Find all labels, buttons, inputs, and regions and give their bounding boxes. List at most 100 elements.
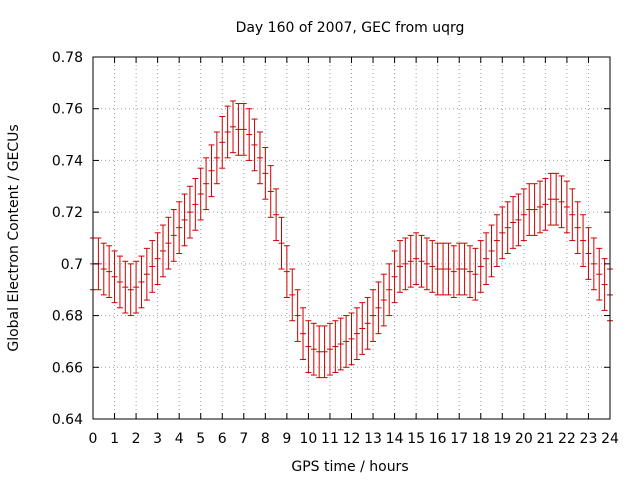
data-point xyxy=(246,108,253,161)
x-tick-label: 18 xyxy=(472,431,490,447)
y-tick-label: 0.76 xyxy=(52,102,83,118)
data-point xyxy=(407,234,414,288)
data-point xyxy=(504,201,511,255)
data-point xyxy=(477,240,484,293)
data-point xyxy=(283,245,290,298)
data-point xyxy=(176,201,183,255)
data-point xyxy=(547,172,554,226)
y-tick-label: 0.78 xyxy=(52,50,83,66)
data-point xyxy=(316,325,323,379)
data-point xyxy=(278,216,285,270)
data-point xyxy=(553,172,560,226)
x-tick-label: 4 xyxy=(175,431,184,447)
data-point xyxy=(224,105,231,159)
y-tick-label: 0.74 xyxy=(52,153,83,169)
data-point xyxy=(569,188,576,242)
data-point xyxy=(510,196,517,249)
data-point xyxy=(423,237,430,291)
data-point xyxy=(483,232,490,286)
data-point xyxy=(596,247,603,301)
data-point xyxy=(391,250,398,304)
data-point xyxy=(133,260,140,314)
data-point xyxy=(116,255,123,309)
data-point xyxy=(574,201,581,255)
x-tick-label: 13 xyxy=(364,431,382,447)
data-point xyxy=(429,240,436,293)
data-point xyxy=(434,242,441,296)
x-tick-label: 5 xyxy=(196,431,205,447)
data-point xyxy=(396,240,403,293)
x-tick-label: 7 xyxy=(239,431,248,447)
y-tick-label: 0.68 xyxy=(52,309,83,325)
x-tick-labels: 0 1 2 3 4 5 6 7 8 9 10 11 12 13 14 15 16 17 18 19 20 21 22 23 24 xyxy=(89,431,619,447)
data-point xyxy=(353,307,360,361)
data-point xyxy=(289,268,296,322)
data-point xyxy=(213,131,220,185)
data-point xyxy=(440,242,447,296)
x-tick-label: 6 xyxy=(218,431,227,447)
data-point xyxy=(208,144,215,198)
x-axis-title: GPS time / hours xyxy=(291,459,408,475)
data-point xyxy=(456,242,463,296)
x-tick-label: 24 xyxy=(601,431,619,447)
data-point xyxy=(170,209,177,262)
data-point xyxy=(273,188,280,242)
data-point xyxy=(526,183,533,236)
data-point xyxy=(138,255,145,309)
data-point xyxy=(256,131,263,185)
data-point xyxy=(601,258,608,311)
data-point xyxy=(466,245,473,298)
data-point xyxy=(585,227,592,280)
data-point xyxy=(580,214,587,267)
data-point xyxy=(343,315,350,368)
data-point xyxy=(305,320,312,373)
x-tick-label: 16 xyxy=(429,431,447,447)
data-point xyxy=(337,317,344,371)
data-point xyxy=(493,214,500,267)
data-point xyxy=(520,188,527,242)
data-point xyxy=(106,245,113,298)
data-point xyxy=(160,224,167,278)
data-point xyxy=(450,245,457,298)
x-tick-label: 15 xyxy=(407,431,425,447)
x-tick-label: 9 xyxy=(282,431,291,447)
data-point xyxy=(563,180,570,234)
data-point xyxy=(461,242,468,296)
x-tick-label: 8 xyxy=(261,431,270,447)
data-point xyxy=(230,100,237,154)
data-point xyxy=(267,165,274,218)
data-point xyxy=(127,263,134,317)
data-point xyxy=(536,180,543,234)
data-point xyxy=(332,320,339,373)
x-tick-label: 12 xyxy=(343,431,361,447)
y-tick-label: 0.72 xyxy=(52,205,83,221)
data-point xyxy=(122,260,129,314)
data-point xyxy=(348,312,355,366)
data-point xyxy=(488,224,495,278)
data-point xyxy=(100,242,107,296)
y-tick-label: 0.66 xyxy=(52,360,83,376)
y-tick-label: 0.7 xyxy=(61,257,83,273)
data-point xyxy=(143,247,150,301)
axis-ticks xyxy=(92,56,611,420)
data-point xyxy=(197,167,204,221)
data-point xyxy=(310,322,317,376)
x-tick-label: 21 xyxy=(536,431,554,447)
data-points xyxy=(90,100,613,379)
data-point xyxy=(590,237,597,291)
data-point xyxy=(472,247,479,301)
data-point xyxy=(192,178,199,231)
data-point xyxy=(359,302,366,355)
x-tick-label: 23 xyxy=(580,431,598,447)
data-point xyxy=(262,147,269,200)
data-point xyxy=(294,289,301,342)
data-point xyxy=(402,237,409,291)
data-point xyxy=(219,115,226,169)
x-tick-label: 11 xyxy=(321,431,339,447)
x-tick-label: 19 xyxy=(493,431,511,447)
data-point xyxy=(445,242,452,296)
data-point xyxy=(531,183,538,236)
data-point xyxy=(499,206,506,260)
x-tick-label: 1 xyxy=(110,431,119,447)
data-point xyxy=(149,240,156,293)
